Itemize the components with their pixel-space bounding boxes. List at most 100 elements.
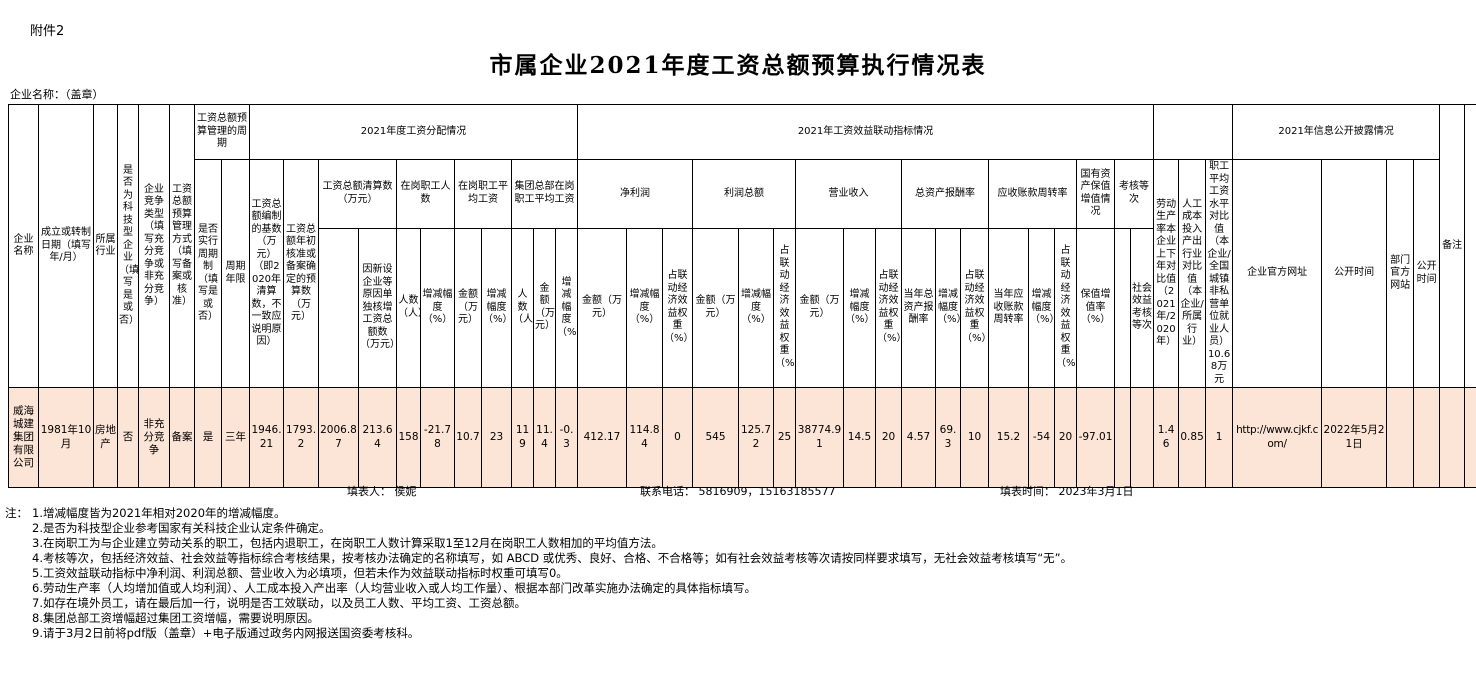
cell-wage-base: 1946.21 (249, 387, 284, 488)
header-remark: 备注 (1439, 104, 1466, 388)
cell-edge (1464, 387, 1476, 488)
note-line-1: 1.增减幅度皆为2021年相对2020年的增减幅度。 (32, 506, 286, 520)
header-hq-change: 增减幅度（%） (555, 227, 578, 389)
preparer-label: 填表人： 侯妮 (347, 485, 417, 498)
cell-remark (1439, 387, 1466, 488)
header-approved-budget: 工资总额年初核准或备案确定的预算数（万元） (283, 159, 319, 388)
cell-roa-current: 4.57 (901, 387, 936, 488)
header-group-disclosure: 2021年信息公开披露情况 (1232, 104, 1441, 160)
cell-roa-change: 69.3 (935, 387, 961, 488)
header-group-revenue: 营业收入 (795, 159, 902, 229)
header-netprofit-weight: 占联动经济效益权重（%） (662, 227, 693, 389)
cell-settlement-added: 213.64 (358, 387, 397, 488)
cell-social-grade (1129, 387, 1155, 488)
cell-onpost-avg-amount: 10.7 (454, 387, 482, 488)
header-group-settlement: 工资总额清算数（万元） (318, 159, 397, 229)
header-receivables-change: 增减幅度（%） (1028, 227, 1055, 389)
cell-preservation-rate: -97.01 (1076, 387, 1115, 488)
notes-section: 注： 1.增减幅度皆为2021年相对2020年的增减幅度。 2.是否为科技型企业… (5, 506, 1465, 640)
cell-official-website: http://www.cjkf.com/ (1232, 387, 1323, 488)
header-netprofit-change: 增减幅度（%） (626, 227, 663, 389)
cell-approved-budget: 1793.2 (283, 387, 319, 488)
header-totalprofit-change: 增减幅度（%） (738, 227, 774, 389)
note-line-2: 2.是否为科技型企业参考国家有关科技企业认定条件确定。 (32, 520, 331, 535)
header-roa-current: 当年总资产报酬率 (901, 227, 936, 389)
header-roa-weight: 占联动经济效益权重（%） (960, 227, 989, 389)
header-group-onpost-avg-wage: 在岗职工平均工资 (454, 159, 512, 229)
cell-industry: 房地产 (93, 387, 118, 488)
cell-onpost-count: 158 (396, 387, 421, 488)
header-grade-blank (1114, 227, 1131, 389)
cell-receivables-change: -54 (1028, 387, 1055, 488)
header-hq-count: 人数（人） (511, 227, 534, 389)
cell-netprofit-amount: 412.17 (577, 387, 627, 488)
cell-receivables-weight: 20 (1054, 387, 1077, 488)
header-group-net-profit: 净利润 (577, 159, 693, 229)
header-group-total-profit: 利润总额 (692, 159, 796, 229)
header-settlement-added: 因新设企业等原因单独核增工资总额数（万元） (358, 227, 397, 389)
header-receivables-current: 当年应收账款周转率 (988, 227, 1029, 389)
header-preservation-rate: 保值增值率（%） (1076, 227, 1115, 389)
header-group-budget-cycle: 工资总额预算管理的周期 (194, 104, 250, 160)
cell-onpost-avg-change: 23 (481, 387, 512, 488)
edge-column-cell (1464, 104, 1476, 388)
header-group-receivables-turnover: 应收账款周转率 (988, 159, 1077, 229)
cell-grade (1114, 387, 1131, 488)
header-official-website: 企业官方网址 (1232, 159, 1323, 388)
cell-labor-productivity: 1.46 (1153, 387, 1180, 488)
note-line-5: 5.工资效益联动指标中净利润、利润总额、营业收入为必填项，但若未作为效益联动指标… (32, 565, 568, 580)
cell-onpost-count-change: -21.78 (420, 387, 455, 488)
cell-company-name: 威海城建集团有限公司 (8, 387, 39, 488)
cell-competition-type: 非充分竞争 (138, 387, 170, 488)
note-line-7: 7.如存在境外员工，请在最后加一行，说明是否工效联动，以及员工人数、平均工资、工… (32, 595, 526, 610)
cell-netprofit-change: 114.84 (626, 387, 663, 488)
page-title: 市属企业2021年度工资总额预算执行情况表 (489, 52, 987, 79)
header-budget-mgmt-method: 工资总额预算管理方式（填写备案或核准） (169, 104, 195, 388)
cell-publish-time: 2022年5月21日 (1321, 387, 1388, 488)
header-netprofit-amount: 金额（万元） (577, 227, 627, 389)
cell-hq-change: -0.3 (555, 387, 578, 488)
contact-phone-label: 联系电话： 5816909，15163185577 (640, 485, 836, 498)
header-hq-amount: 金额（万元） (533, 227, 556, 389)
cell-cycle-yn: 是 (194, 387, 222, 488)
header-group-linkage-indicators: 2021年工资效益联动指标情况 (576, 104, 1155, 160)
header-group-onpost-count: 在岗职工人数 (396, 159, 455, 229)
header-founding-date: 成立或转制日期（填写年/月） (38, 104, 94, 388)
cell-revenue-change: 14.5 (843, 387, 876, 488)
cell-totalprofit-weight: 25 (773, 387, 796, 488)
header-publish-time-2: 公开时间 (1413, 159, 1441, 388)
cell-revenue-amount: 38774.91 (795, 387, 844, 488)
header-dept-website: 部门官方网站 (1386, 159, 1415, 388)
fill-date-label: 填表时间： 2023年3月1日 (1000, 485, 1134, 498)
header-group-wage-distribution: 2021年度工资分配情况 (249, 104, 578, 160)
table-footer: 填表人： 侯妮 联系电话： 5816909，15163185577 填表时间： … (0, 483, 1476, 499)
notes-prefix: 注： (5, 506, 28, 520)
header-revenue-amount: 金额（万元） (795, 227, 844, 389)
header-industry: 所属行业 (93, 104, 118, 388)
cell-netprofit-weight: 0 (662, 387, 693, 488)
header-cycle-implemented: 是否实行周期制（填写是或否） (194, 159, 222, 388)
cell-cycle-years: 三年 (221, 387, 250, 488)
header-onpost-count-change: 增减幅度（%） (420, 227, 455, 389)
cell-dept-website (1386, 387, 1415, 488)
cell-mgmt-method: 备案 (169, 387, 195, 488)
header-totalprofit-weight: 占联动经济效益权重（%） (773, 227, 796, 389)
header-competition-type: 企业竞争类型（填写充分竞争或非充分竞争） (138, 104, 170, 388)
header-group-asset-preservation: 国有资产保值增值情况 (1076, 159, 1115, 229)
header-group-roa: 总资产报酬率 (901, 159, 989, 229)
note-line-3: 3.在岗职工为与企业建立劳动关系的职工，包括内退职工，在岗职工人数计算采取1至1… (32, 535, 663, 550)
header-totalprofit-amount: 金额（万元） (692, 227, 739, 389)
header-wage-base: 工资总额编制的基数（万元）（即2020年清算数，不一致应说明原因） (249, 159, 284, 388)
note-line-9: 9.请于3月2日前将pdf版（盖章）+电子版通过政务内网报送国资委考核科。 (32, 625, 420, 640)
header-social-benefit-grade: 社会效益考核等次 (1129, 227, 1155, 389)
header-publish-time: 公开时间 (1321, 159, 1388, 388)
cell-wage-level-ratio: 1 (1205, 387, 1234, 488)
header-revenue-weight: 占联动经济效益权重（%） (875, 227, 902, 389)
header-is-tech-enterprise: 是否为科技型企业（填写是或否） (117, 104, 139, 388)
cell-settlement: 2006.87 (318, 387, 359, 488)
header-revenue-change: 增减幅度（%） (843, 227, 876, 389)
company-name-label: 企业名称：（盖章） (10, 88, 104, 101)
header-cycle-years: 周期年限 (221, 159, 250, 388)
header-enterprise-name: 企业名称 (8, 104, 39, 388)
header-onpost-avg-amount: 金额（万元） (454, 227, 482, 389)
